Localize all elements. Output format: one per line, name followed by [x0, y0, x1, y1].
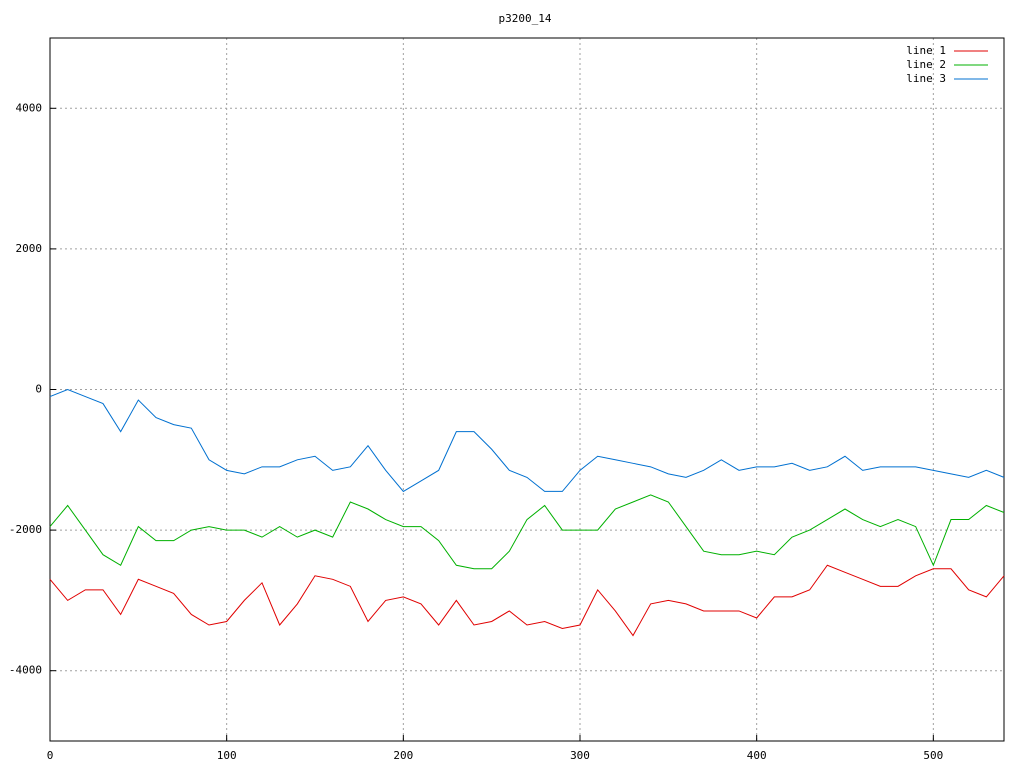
y-tick-label: 4000 [16, 101, 43, 114]
y-tick-label: -4000 [9, 664, 42, 677]
legend-label: line 1 [906, 44, 946, 57]
data-line [49, 388, 1005, 493]
x-tick-label: 500 [923, 749, 943, 762]
plot-frame [49, 37, 1005, 742]
legend-label: line 2 [906, 58, 946, 71]
y-tick-label: -2000 [9, 523, 42, 536]
legend-label: line 3 [906, 72, 946, 85]
x-tick-label: 400 [747, 749, 767, 762]
y-tick-label: 2000 [16, 242, 43, 255]
x-tick-label: 100 [217, 749, 237, 762]
chart-title: p3200_14 [499, 12, 552, 25]
data-line [49, 494, 1005, 570]
x-tick-label: 0 [47, 749, 54, 762]
y-tick-label: 0 [35, 383, 42, 396]
data-line [49, 564, 1005, 637]
x-tick-label: 300 [570, 749, 590, 762]
x-tick-label: 200 [393, 749, 413, 762]
